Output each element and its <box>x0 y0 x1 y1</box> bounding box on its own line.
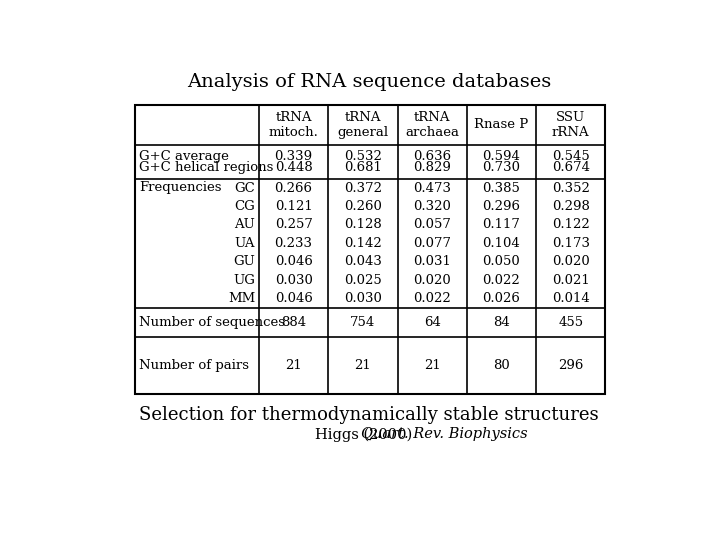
Text: G+C helical regions: G+C helical regions <box>139 161 273 174</box>
Text: 0.104: 0.104 <box>482 237 521 250</box>
Text: 84: 84 <box>493 316 510 329</box>
Text: 0.026: 0.026 <box>482 292 521 306</box>
Text: 80: 80 <box>493 360 510 373</box>
Text: 0.448: 0.448 <box>275 161 312 174</box>
Text: 0.031: 0.031 <box>413 255 451 268</box>
Text: 0.020: 0.020 <box>552 255 590 268</box>
Text: 0.594: 0.594 <box>482 150 521 163</box>
Text: 0.128: 0.128 <box>344 219 382 232</box>
Text: 0.022: 0.022 <box>413 292 451 306</box>
Text: GC: GC <box>234 181 255 194</box>
Text: SSU
rRNA: SSU rRNA <box>552 111 590 139</box>
Text: 0.257: 0.257 <box>274 219 312 232</box>
Text: tRNA
archaea: tRNA archaea <box>405 111 459 139</box>
Text: 0.320: 0.320 <box>413 200 451 213</box>
Text: 0.372: 0.372 <box>344 181 382 194</box>
Text: Analysis of RNA sequence databases: Analysis of RNA sequence databases <box>187 73 551 91</box>
Text: CG: CG <box>234 200 255 213</box>
Text: 0.043: 0.043 <box>344 255 382 268</box>
Text: 0.473: 0.473 <box>413 181 451 194</box>
Text: GU: GU <box>233 255 255 268</box>
Text: Rnase P: Rnase P <box>474 118 528 131</box>
Text: 0.298: 0.298 <box>552 200 590 213</box>
Text: 0.173: 0.173 <box>552 237 590 250</box>
Bar <box>135 105 606 394</box>
Text: 0.545: 0.545 <box>552 150 590 163</box>
Text: 0.057: 0.057 <box>413 219 451 232</box>
Text: 0.121: 0.121 <box>275 200 312 213</box>
Text: AU: AU <box>234 219 255 232</box>
Text: 0.532: 0.532 <box>344 150 382 163</box>
Text: MM: MM <box>228 292 255 306</box>
Text: 0.020: 0.020 <box>413 274 451 287</box>
Text: 0.022: 0.022 <box>482 274 521 287</box>
Text: 0.674: 0.674 <box>552 161 590 174</box>
Text: 0.142: 0.142 <box>344 237 382 250</box>
Text: Number of sequences: Number of sequences <box>139 316 285 329</box>
Text: 0.122: 0.122 <box>552 219 590 232</box>
Text: 21: 21 <box>285 360 302 373</box>
Text: Number of pairs: Number of pairs <box>139 360 249 373</box>
Text: 0.050: 0.050 <box>482 255 521 268</box>
Text: 884: 884 <box>281 316 306 329</box>
Text: 0.077: 0.077 <box>413 237 451 250</box>
Text: 0.046: 0.046 <box>274 292 312 306</box>
Text: 0.260: 0.260 <box>344 200 382 213</box>
Text: Higgs (2000): Higgs (2000) <box>0 539 1 540</box>
Text: 0.117: 0.117 <box>482 219 521 232</box>
Text: Frequencies: Frequencies <box>139 181 221 194</box>
Text: 0.266: 0.266 <box>274 181 312 194</box>
Text: 0.636: 0.636 <box>413 150 451 163</box>
Text: 64: 64 <box>424 316 441 329</box>
Text: 0.046: 0.046 <box>274 255 312 268</box>
Text: tRNA
mitoch.: tRNA mitoch. <box>269 111 318 139</box>
Text: 0.829: 0.829 <box>413 161 451 174</box>
Text: 0.681: 0.681 <box>344 161 382 174</box>
Text: 21: 21 <box>354 360 372 373</box>
Text: G+C average: G+C average <box>139 150 229 163</box>
Text: 0.233: 0.233 <box>274 237 312 250</box>
Text: 0.021: 0.021 <box>552 274 590 287</box>
Text: 0.730: 0.730 <box>482 161 521 174</box>
Text: 296: 296 <box>558 360 583 373</box>
Text: 0.296: 0.296 <box>482 200 521 213</box>
Text: UA: UA <box>235 237 255 250</box>
Text: 0.385: 0.385 <box>482 181 521 194</box>
Text: UG: UG <box>233 274 255 287</box>
Text: 754: 754 <box>350 316 376 329</box>
Text: 0.030: 0.030 <box>274 274 312 287</box>
Text: Higgs (2000): Higgs (2000) <box>315 427 417 442</box>
Text: Quart. Rev. Biophysics: Quart. Rev. Biophysics <box>361 427 528 441</box>
Text: Selection for thermodynamically stable structures: Selection for thermodynamically stable s… <box>139 406 599 424</box>
Text: 0.014: 0.014 <box>552 292 590 306</box>
Text: 0.339: 0.339 <box>274 150 312 163</box>
Text: 0.030: 0.030 <box>344 292 382 306</box>
Text: 455: 455 <box>558 316 583 329</box>
Text: 0.025: 0.025 <box>344 274 382 287</box>
Text: 0.352: 0.352 <box>552 181 590 194</box>
Text: 21: 21 <box>424 360 441 373</box>
Text: tRNA
general: tRNA general <box>337 111 389 139</box>
